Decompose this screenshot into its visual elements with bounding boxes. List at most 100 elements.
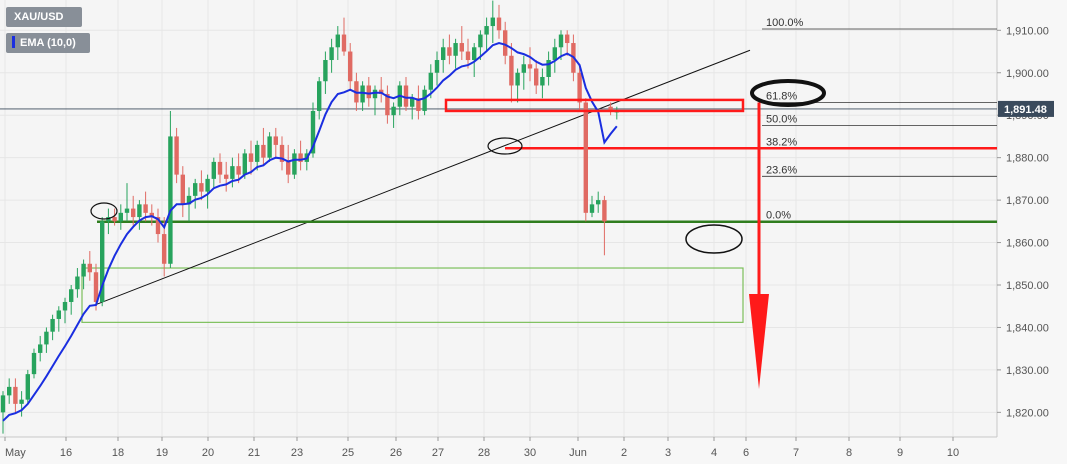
fib-level-label: 100.0% bbox=[766, 17, 804, 29]
candle-body bbox=[478, 34, 483, 48]
candle-body bbox=[348, 51, 353, 82]
y-tick-label: 1,840.00 bbox=[1006, 322, 1049, 334]
trendline bbox=[94, 49, 751, 306]
candle-body bbox=[25, 374, 30, 400]
legend-symbol[interactable]: XAU/USD bbox=[6, 7, 82, 27]
y-tick-label: 1,820.00 bbox=[1006, 407, 1049, 419]
candle-body bbox=[441, 47, 446, 61]
candle-body bbox=[0, 395, 6, 413]
candle-body bbox=[193, 183, 198, 196]
candle-body bbox=[515, 72, 520, 86]
candle-body bbox=[341, 34, 347, 52]
x-tick-label: 28 bbox=[478, 447, 490, 459]
candle-body bbox=[422, 89, 427, 111]
candle-body bbox=[62, 301, 68, 311]
candle-body bbox=[546, 60, 551, 77]
candle-body bbox=[335, 34, 340, 48]
candle-body bbox=[589, 204, 595, 213]
y-tick-label: 1,900.00 bbox=[1006, 68, 1049, 80]
candle-body bbox=[527, 64, 533, 69]
candle-body bbox=[465, 51, 471, 61]
candle-body bbox=[565, 34, 570, 44]
candle-body bbox=[31, 352, 37, 375]
candle-body bbox=[106, 217, 111, 222]
fib-level-label: 23.6% bbox=[766, 164, 797, 176]
candle-body bbox=[155, 217, 161, 235]
candle-body bbox=[428, 72, 433, 90]
candle-body bbox=[279, 144, 285, 162]
legend-ema[interactable]: EMA (10,0) bbox=[6, 33, 90, 53]
candle-body bbox=[385, 93, 390, 116]
candle-body bbox=[360, 85, 365, 103]
candle-body bbox=[199, 183, 204, 192]
candle-body bbox=[7, 386, 12, 396]
x-tick-label: 19 bbox=[156, 447, 168, 459]
x-tick-label: May bbox=[5, 447, 26, 459]
y-tick-label: 1,910.00 bbox=[1006, 25, 1049, 37]
candle-body bbox=[75, 276, 80, 290]
candle-body bbox=[534, 68, 539, 86]
y-tick-label: 1,830.00 bbox=[1006, 365, 1049, 377]
candle-body bbox=[137, 204, 142, 218]
candle-body bbox=[366, 85, 371, 99]
fib-level-label: 0.0% bbox=[766, 210, 791, 222]
candle-body bbox=[496, 17, 502, 31]
candle-body bbox=[459, 43, 464, 52]
candle-body bbox=[521, 64, 526, 73]
candle-body bbox=[100, 221, 105, 302]
y-tick-label: 1,850.00 bbox=[1006, 280, 1049, 292]
candle-body bbox=[87, 263, 92, 273]
candle-body bbox=[56, 310, 61, 319]
candle-body bbox=[596, 200, 601, 205]
candle-body bbox=[490, 17, 495, 27]
ema-line bbox=[2, 41, 618, 422]
candle-body bbox=[205, 178, 210, 192]
x-tick-label: 20 bbox=[202, 447, 214, 459]
x-tick-label: 23 bbox=[291, 447, 303, 459]
candle-body bbox=[168, 136, 173, 264]
resistance-box bbox=[444, 98, 745, 113]
candle-body bbox=[19, 399, 24, 404]
candle-body bbox=[552, 47, 557, 61]
x-tick-label: 9 bbox=[897, 447, 903, 459]
candle-body bbox=[93, 272, 99, 302]
x-tick-label: Jun bbox=[569, 447, 587, 459]
x-tick-label: 16 bbox=[60, 447, 72, 459]
candle-body bbox=[273, 136, 278, 145]
fib-level-label: 61.8% bbox=[766, 90, 797, 102]
candle-body bbox=[602, 200, 607, 222]
candle-body bbox=[124, 208, 130, 213]
candle-body bbox=[608, 106, 613, 111]
x-tick-label: 2 bbox=[621, 447, 627, 459]
bearish-arrow-head bbox=[749, 294, 769, 390]
candle-body bbox=[292, 153, 297, 175]
candle-body bbox=[174, 136, 179, 175]
x-tick-label: 27 bbox=[432, 447, 444, 459]
candle-body bbox=[255, 144, 260, 162]
candle-body bbox=[211, 161, 216, 179]
x-tick-label: 6 bbox=[743, 447, 749, 459]
trendline-break-circle bbox=[487, 137, 523, 155]
candle-body bbox=[453, 43, 458, 56]
candle-body bbox=[317, 81, 322, 111]
x-tick-label: 25 bbox=[342, 447, 354, 459]
candle-body bbox=[248, 153, 254, 162]
candle-body bbox=[323, 60, 328, 82]
candle-body bbox=[162, 234, 167, 264]
candle-body bbox=[434, 60, 440, 73]
candle-body bbox=[217, 161, 223, 175]
legend-ema-label: EMA (10,0) bbox=[20, 37, 76, 49]
candle-body bbox=[286, 161, 291, 175]
fib-level-label: 50.0% bbox=[766, 113, 797, 125]
candle-body bbox=[403, 85, 409, 107]
candle-body bbox=[131, 208, 136, 218]
candle-body bbox=[558, 34, 564, 48]
candle-body bbox=[267, 136, 272, 158]
candle-body bbox=[69, 289, 74, 302]
candle-body bbox=[50, 318, 55, 332]
candle-body bbox=[509, 55, 514, 86]
x-tick-label: 21 bbox=[248, 447, 260, 459]
x-tick-label: 26 bbox=[390, 447, 402, 459]
